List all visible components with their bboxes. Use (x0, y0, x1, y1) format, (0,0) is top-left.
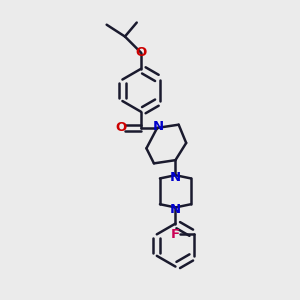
Text: N: N (153, 120, 164, 133)
Text: N: N (170, 171, 181, 184)
Text: O: O (135, 46, 147, 59)
Text: N: N (170, 203, 181, 216)
Text: O: O (116, 122, 127, 134)
Text: F: F (171, 228, 180, 241)
